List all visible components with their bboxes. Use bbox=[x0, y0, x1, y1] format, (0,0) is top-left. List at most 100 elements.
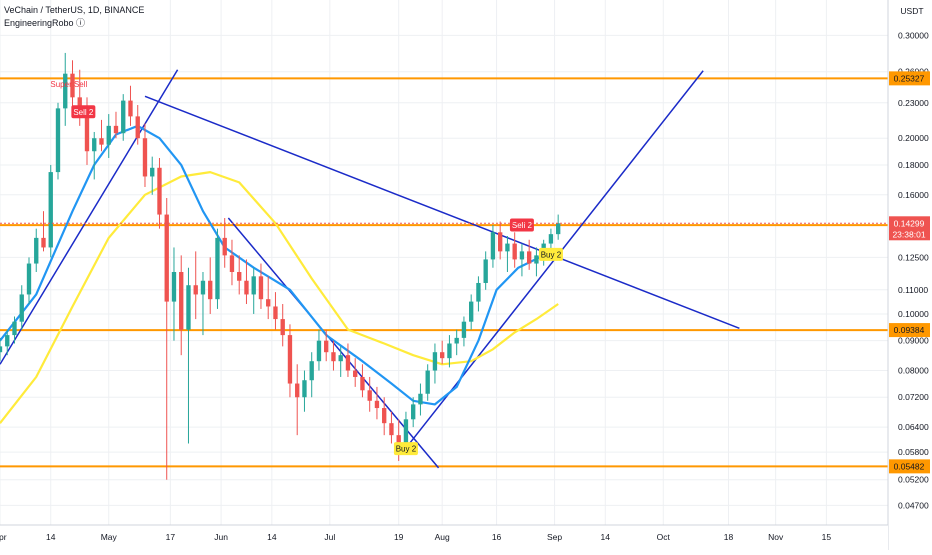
y-tick-label: 0.10000 bbox=[898, 309, 929, 319]
candle-body bbox=[128, 100, 133, 117]
candle-body bbox=[150, 167, 155, 177]
candle-body bbox=[555, 223, 561, 235]
x-tick-label: Nov bbox=[768, 532, 784, 542]
candle-body bbox=[186, 285, 191, 330]
candle-body bbox=[208, 280, 213, 300]
candle-body bbox=[295, 383, 300, 398]
candle-body bbox=[106, 125, 111, 145]
y-tick-label: 0.07200 bbox=[898, 392, 929, 402]
candle-body bbox=[360, 376, 365, 391]
indicator-name[interactable]: EngineeringRobo ⓘ bbox=[4, 18, 86, 28]
x-tick-label: Apr bbox=[0, 532, 7, 542]
candle-body bbox=[338, 355, 343, 362]
x-tick-label: 18 bbox=[724, 532, 734, 542]
candle-body bbox=[142, 138, 148, 177]
level-price-tag bbox=[889, 323, 930, 338]
sma-slow-line bbox=[0, 171, 559, 424]
y-tick-label: 0.20000 bbox=[898, 133, 929, 143]
candle-body bbox=[302, 380, 307, 398]
x-tick-label: Jun bbox=[214, 532, 228, 542]
candle-body bbox=[505, 243, 510, 252]
candle-body bbox=[55, 108, 61, 173]
y-tick-label: 0.06400 bbox=[898, 422, 929, 432]
candle-body bbox=[70, 73, 75, 98]
candle-body bbox=[324, 340, 329, 353]
candle-body bbox=[99, 138, 104, 145]
candle-body bbox=[92, 138, 97, 152]
candle-body bbox=[353, 370, 358, 377]
candle-body bbox=[215, 237, 220, 300]
candle-body bbox=[273, 306, 278, 320]
level-price-label: 0.05482 bbox=[894, 461, 925, 471]
candle-body bbox=[440, 352, 445, 359]
y-tick-label: 0.04700 bbox=[898, 500, 929, 510]
candle-body bbox=[534, 255, 539, 264]
candle-body bbox=[266, 299, 271, 307]
candle-body bbox=[287, 335, 293, 384]
level-price-tag bbox=[889, 459, 930, 474]
candle-body bbox=[403, 419, 409, 444]
price-axis bbox=[888, 0, 932, 550]
signal-label: Buy 2 bbox=[541, 250, 562, 259]
candle-body bbox=[63, 73, 68, 109]
x-tick-label: 19 bbox=[394, 532, 404, 542]
candle-body bbox=[490, 232, 496, 260]
candle-body bbox=[527, 251, 532, 264]
candle-body bbox=[469, 301, 474, 322]
candle-body bbox=[367, 390, 372, 401]
candle-body bbox=[425, 370, 430, 394]
candle-body bbox=[374, 400, 380, 409]
signal-label: Sell 2 bbox=[512, 221, 533, 230]
candle-body bbox=[483, 259, 488, 283]
candle-body bbox=[498, 232, 503, 252]
currency-label: USDT bbox=[900, 6, 923, 16]
y-tick-label: 0.12500 bbox=[898, 252, 929, 262]
candle-body bbox=[113, 125, 119, 134]
candle-body bbox=[454, 337, 459, 344]
signals: Super Sell Sell 2 Sell 2 Buy 2 Buy 2 bbox=[50, 80, 563, 456]
candle-body bbox=[222, 237, 227, 256]
y-tick-label: 0.05800 bbox=[898, 447, 929, 457]
x-tick-label: 15 bbox=[822, 532, 832, 542]
candle-body bbox=[121, 100, 126, 134]
candle-body bbox=[331, 352, 336, 362]
x-tick-label: 14 bbox=[267, 532, 277, 542]
x-tick-label: Sep bbox=[547, 532, 562, 542]
trendline bbox=[144, 95, 740, 330]
candle-body bbox=[179, 271, 184, 330]
x-tick-label: 14 bbox=[46, 532, 56, 542]
symbol-title: VeChain / TetherUS, 1D, BINANCE bbox=[4, 5, 145, 15]
y-tick-label: 0.09000 bbox=[898, 336, 929, 346]
candle-body bbox=[171, 271, 177, 302]
candle-body bbox=[280, 319, 285, 336]
candle-body bbox=[316, 340, 322, 362]
x-tick-label: Oct bbox=[657, 532, 671, 542]
candlesticks bbox=[0, 52, 561, 480]
sma-fast-line bbox=[0, 124, 559, 406]
x-tick-label: 16 bbox=[492, 532, 502, 542]
candle-body bbox=[12, 321, 17, 336]
signal-label: Sell 2 bbox=[73, 108, 94, 117]
y-tick-label: 0.23000 bbox=[898, 98, 929, 108]
signal-tag bbox=[509, 218, 534, 232]
candle-body bbox=[548, 234, 554, 244]
candle-body bbox=[48, 172, 53, 248]
candle-body bbox=[251, 276, 256, 295]
candle-body bbox=[200, 280, 206, 295]
candle-body bbox=[41, 237, 46, 248]
last-price-label: 0.14299 bbox=[894, 218, 925, 228]
candle-body bbox=[84, 116, 90, 152]
signal-tag bbox=[393, 442, 418, 456]
candle-body bbox=[229, 255, 235, 272]
candle-body bbox=[476, 282, 481, 302]
last-price-tag bbox=[889, 216, 930, 241]
candle-body bbox=[411, 404, 416, 420]
candle-body bbox=[432, 352, 438, 371]
candle-body bbox=[382, 408, 387, 424]
level-price-label: 0.09384 bbox=[894, 325, 925, 335]
candle-body bbox=[5, 335, 10, 347]
candle-body bbox=[19, 294, 24, 322]
